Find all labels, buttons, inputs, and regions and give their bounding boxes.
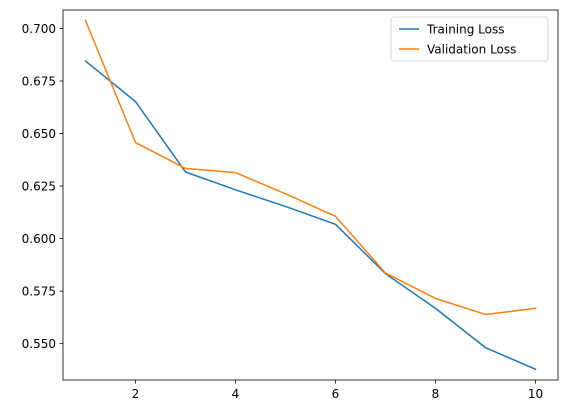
x-tick-label: 2 bbox=[132, 387, 140, 401]
legend-box bbox=[390, 16, 549, 62]
y-tick-label: 0.600 bbox=[22, 232, 56, 246]
y-tick-label: 0.550 bbox=[22, 337, 56, 351]
series-group bbox=[84, 19, 537, 371]
x-tick-label: 6 bbox=[332, 387, 340, 401]
y-tick-label: 0.575 bbox=[22, 285, 56, 299]
x-tick-label: 10 bbox=[528, 387, 543, 401]
series-line-training-loss bbox=[84, 60, 537, 371]
y-tick-label: 0.700 bbox=[22, 22, 56, 36]
series-line-validation-loss bbox=[84, 19, 537, 316]
legend-label: Validation Loss bbox=[427, 43, 516, 57]
axes-frame bbox=[62, 9, 559, 381]
y-tick-label: 0.650 bbox=[22, 127, 56, 141]
axes: 2 4 6 8 10 0.550 0.575 0.600 0.625 0.650 0.675 0.70… bbox=[22, 9, 559, 401]
y-tick-label: 0.675 bbox=[22, 75, 56, 89]
legend-label: Training Loss bbox=[426, 23, 504, 37]
x-tick-label: 8 bbox=[432, 387, 440, 401]
plot-area bbox=[84, 19, 537, 371]
y-tick-label: 0.625 bbox=[22, 180, 56, 194]
legend: Training Loss Validation Loss bbox=[390, 16, 549, 62]
x-tick-label: 4 bbox=[232, 387, 240, 401]
